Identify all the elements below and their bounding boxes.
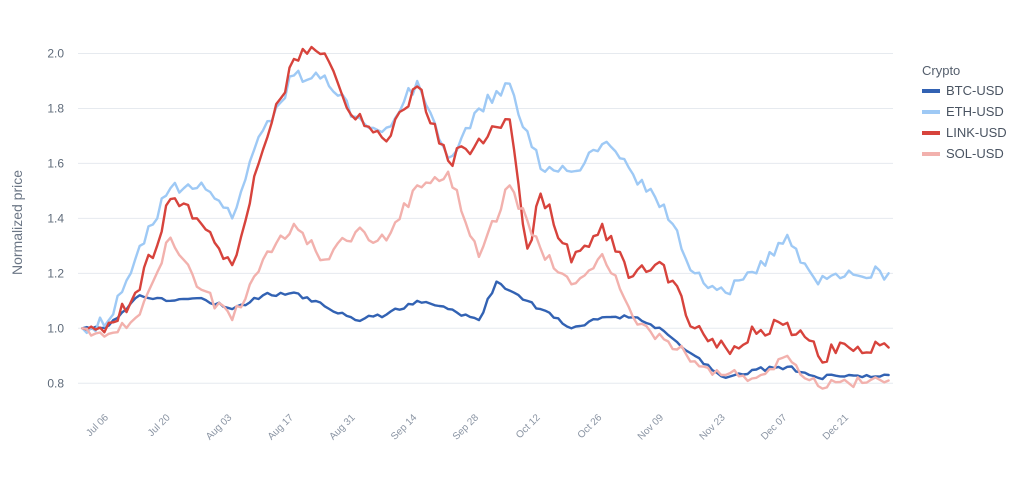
- series-line-link-usd[interactable]: [81, 45, 890, 364]
- x-axis: Jul 06 Jul 20 Aug 03 Aug 17 Aug 31 Sep 14 Sep …: [84, 412, 851, 443]
- gridlines: [78, 52, 893, 384]
- x-tick-label: Jul 06: [84, 412, 111, 439]
- x-tick-label: Aug 03: [204, 412, 234, 442]
- x-tick-label: Sep 28: [451, 412, 481, 442]
- y-tick-label: 0.8: [47, 376, 64, 390]
- y-axis: 0.8 1.0 1.2 1.4 1.6 1.8 2.0: [47, 46, 64, 390]
- x-tick-label: Jul 20: [146, 412, 173, 439]
- x-tick-label: Dec 21: [821, 412, 851, 442]
- x-tick-label: Aug 17: [266, 412, 296, 442]
- legend-label[interactable]: SOL-USD: [946, 146, 1004, 161]
- legend-label[interactable]: BTC-USD: [946, 83, 1004, 98]
- x-tick-label: Sep 14: [389, 412, 419, 442]
- y-tick-label: 1.8: [47, 101, 64, 115]
- x-tick-label: Oct 26: [576, 412, 605, 441]
- series-lines: [81, 45, 890, 390]
- legend-label[interactable]: ETH-USD: [946, 104, 1004, 119]
- legend-label[interactable]: LINK-USD: [946, 125, 1007, 140]
- series-line-sol-usd[interactable]: [81, 170, 890, 390]
- y-tick-label: 1.4: [47, 211, 64, 225]
- series-line-eth-usd[interactable]: [81, 69, 890, 335]
- x-tick-label: Oct 12: [514, 412, 543, 441]
- x-tick-label: Nov 09: [636, 412, 666, 442]
- legend-title: Crypto: [922, 63, 960, 78]
- series-line-btc-usd[interactable]: [81, 280, 890, 381]
- y-axis-title: Normalized price: [9, 170, 25, 275]
- legend: Crypto BTC-USD ETH-USD LINK-USD SOL-USD: [922, 63, 1007, 161]
- y-tick-label: 1.2: [47, 266, 64, 280]
- x-tick-label: Nov 23: [698, 412, 728, 442]
- y-tick-label: 1.6: [47, 156, 64, 170]
- x-tick-label: Aug 31: [327, 412, 357, 442]
- y-tick-label: 2.0: [47, 46, 64, 60]
- y-tick-label: 1.0: [47, 321, 64, 335]
- x-tick-label: Dec 07: [759, 412, 789, 442]
